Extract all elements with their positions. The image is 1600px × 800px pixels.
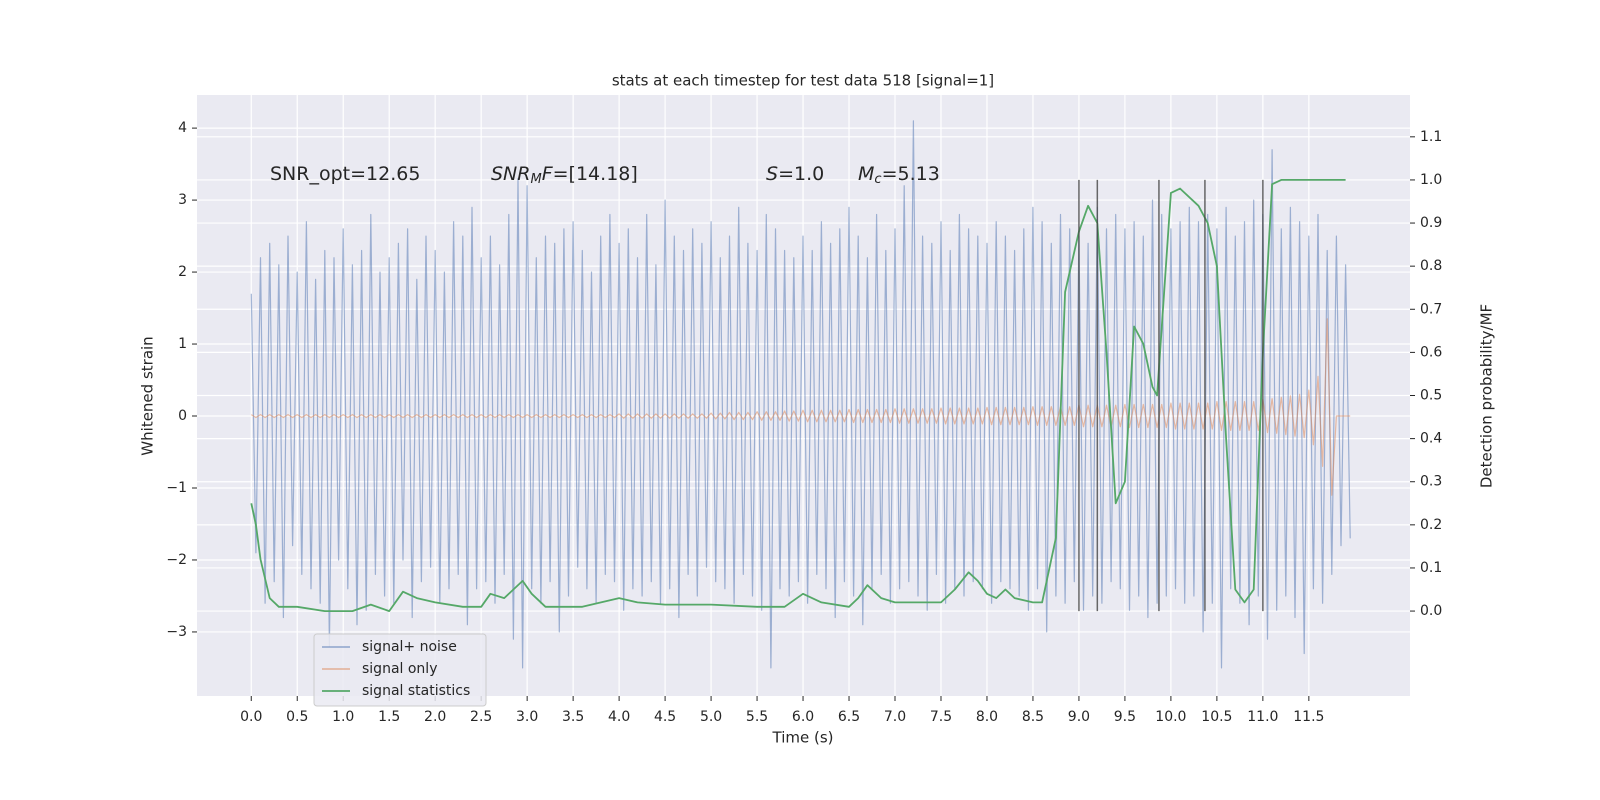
x-tick-label: 11.5 (1293, 709, 1324, 725)
annotation-part: =5.13 (882, 163, 940, 185)
annotation-part: S (766, 163, 778, 185)
y2-tick-label: 0.0 (1420, 603, 1442, 619)
y-tick-label: 2 (178, 264, 187, 280)
y2-tick-label: 0.3 (1420, 474, 1442, 490)
x-axis-label: Time (s) (772, 729, 834, 747)
legend: signal+ noise signal only signal statistic… (313, 633, 487, 707)
x-tick-label: 4.5 (654, 709, 676, 725)
y2-tick-label: 0.7 (1420, 301, 1442, 317)
annotation: SNR_opt=12.65 (270, 163, 420, 185)
x-tick-label: 5.5 (746, 709, 768, 725)
y2-tick-label: 0.2 (1420, 517, 1442, 533)
legend-label: signal statistics (362, 683, 470, 699)
x-tick-label: 2.5 (470, 709, 492, 725)
x-tick-label: 6.5 (838, 709, 860, 725)
x-tick-label: 8.0 (976, 709, 998, 725)
y2-tick-label: 1.1 (1420, 129, 1442, 145)
y2-tick-label: 0.4 (1420, 431, 1442, 447)
x-tick-label: 10.5 (1201, 709, 1232, 725)
annotation: Mc=5.13 (858, 163, 940, 187)
annotation-part: M (858, 163, 874, 185)
x-tick-label: 9.0 (1068, 709, 1090, 725)
legend-label: signal+ noise (362, 639, 457, 655)
y2-tick-label: 0.9 (1420, 215, 1442, 231)
y-tick-label: 4 (178, 120, 187, 136)
y2-tick-label: 0.6 (1420, 344, 1442, 360)
x-tick-label: 0.5 (286, 709, 308, 725)
annotation-part: SNR (491, 163, 530, 185)
annotation-part: c (874, 172, 881, 187)
y-axis-label: Whitened strain (139, 336, 157, 455)
annotation-part: M (530, 172, 541, 187)
x-tick-label: 1.5 (378, 709, 400, 725)
series-line (250, 179, 1346, 612)
x-tick-label: 4.0 (608, 709, 630, 725)
annotation-part: =1.0 (778, 163, 824, 185)
x-tick-label: 3.5 (562, 709, 584, 725)
legend-label: signal only (362, 661, 437, 677)
y-tick-label: 1 (178, 336, 187, 352)
x-tick-label: 9.5 (1114, 709, 1136, 725)
series-line (250, 120, 1351, 669)
chart-title: stats at each timestep for test data 518… (612, 72, 994, 90)
x-tick-label: 6.0 (792, 709, 814, 725)
annotation: SNRMF=[14.18] (491, 163, 638, 187)
series-line (250, 318, 1351, 496)
y2-tick-label: 0.1 (1420, 560, 1442, 576)
x-tick-label: 2.0 (424, 709, 446, 725)
y-tick-label: 3 (178, 192, 187, 208)
y-tick-label: 0 (178, 408, 187, 424)
y2-axis-label: Detection probability/MF (1478, 304, 1496, 488)
annotation: S=1.0 (766, 163, 824, 185)
x-tick-label: 1.0 (332, 709, 354, 725)
x-tick-label: 5.0 (700, 709, 722, 725)
y-tick-label: −3 (166, 624, 187, 640)
annotation-part: SNR_opt=12.65 (270, 163, 420, 185)
annotation-part: F (542, 163, 554, 185)
annotation-part: =[14.18] (553, 163, 638, 185)
x-tick-label: 11.0 (1247, 709, 1278, 725)
y2-tick-label: 0.5 (1420, 388, 1442, 404)
x-tick-label: 10.0 (1155, 709, 1186, 725)
x-tick-label: 7.5 (930, 709, 952, 725)
legend-box (313, 633, 487, 707)
y-tick-label: −1 (166, 480, 187, 496)
y-tick-label: −2 (166, 552, 187, 568)
y2-tick-label: 0.8 (1420, 258, 1442, 274)
x-tick-label: 7.0 (884, 709, 906, 725)
y2-tick-label: 1.0 (1420, 172, 1442, 188)
x-tick-label: 0.0 (240, 709, 262, 725)
x-tick-label: 3.0 (516, 709, 538, 725)
x-tick-label: 8.5 (1022, 709, 1044, 725)
